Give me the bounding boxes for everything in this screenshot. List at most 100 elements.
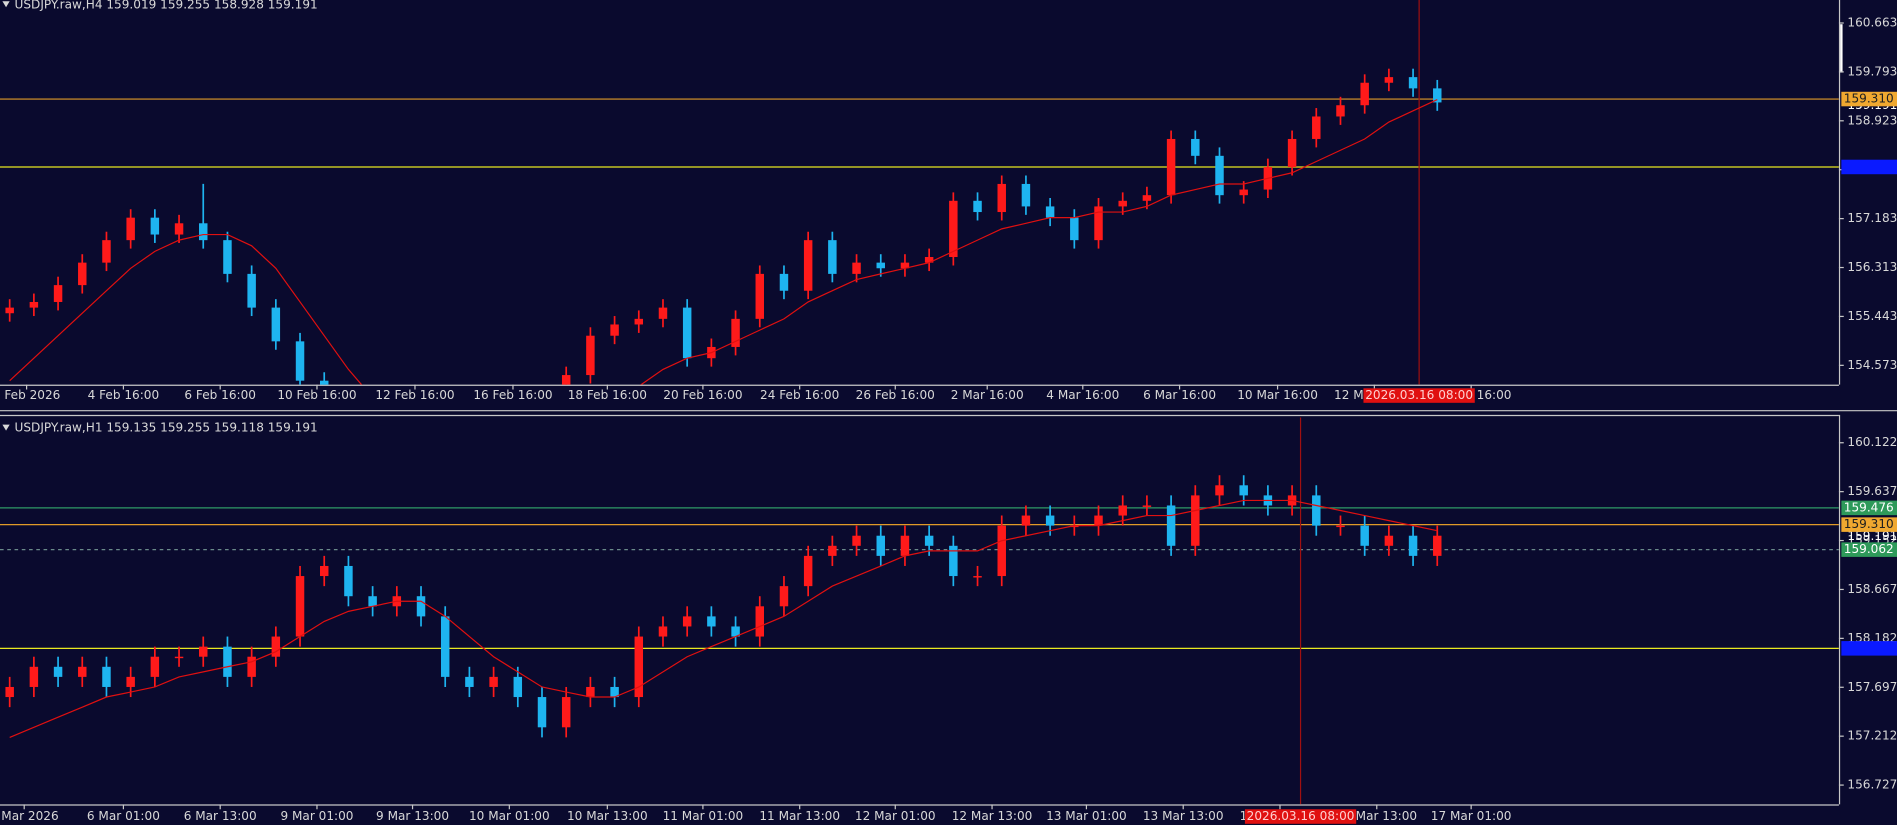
cursor-label-box [1244,809,1357,824]
candle-body [1118,505,1127,516]
x-tick-label: 6 Mar 16:00 [1143,388,1216,402]
candle-body [876,535,885,556]
candle-body [416,596,426,617]
moving-average [9,499,1438,738]
candle-body [610,686,619,698]
candle-body [586,686,595,698]
candle-body [1239,189,1248,196]
price-label: 159.191 [1847,529,1897,543]
candle-body [1239,485,1248,496]
x-tick-label: 2 Mar 16:00 [951,388,1024,402]
candle-body [755,606,765,637]
candle-body [368,596,377,607]
candle-body [29,666,39,687]
line-label-box [1841,517,1897,532]
candle-body [731,318,740,347]
candle-body [1045,206,1055,218]
line-label-box [1841,159,1897,175]
y-tick-label: 156.727 [1847,778,1897,792]
candle-body [53,666,63,677]
candle-body [1118,200,1127,207]
x-tick-label: 18 Feb 16:00 [568,388,647,402]
y-tick-label: 156.313 [1847,260,1897,274]
candle-body [828,545,837,556]
candle-body [271,307,281,342]
candle-body [102,240,111,263]
candle-body [150,217,160,235]
candle-body [1408,535,1418,556]
x-tick-label: 11 Mar 13:00 [759,809,840,823]
candle-body [949,200,958,258]
x-tick-label: 16 Mar 13:00 [1336,809,1417,823]
candle-body [852,535,861,546]
candle-body [513,676,523,698]
candle-body [1094,515,1103,526]
candle-body [319,565,329,577]
candle-body [973,576,982,578]
line-label-box [1841,641,1897,656]
x-tick-label: 12 Mar 13:00 [952,809,1033,823]
candle-body [344,565,353,597]
candle-body [53,285,63,302]
candle-body [876,262,885,269]
candle-body [223,240,232,274]
candle-body [150,656,160,677]
plot-top [0,0,1839,385]
x-tick-label: 6 Mar 01:00 [87,809,160,823]
candle-body [803,240,813,291]
candle-body [199,646,208,657]
candle-body [1360,82,1369,106]
candle-body [223,646,232,677]
y-tick-label: 160.663 [1847,15,1897,29]
collapse-arrow[interactable] [2,424,10,431]
candle-body [1360,525,1369,546]
candle-body [900,535,910,556]
cursor-label: 2026.03.16 08:00 [1365,388,1473,402]
candle-body [1070,217,1079,241]
x-tick-label: 17 Mar 01:00 [1431,809,1512,823]
candle-body [1336,105,1345,117]
line-label: 159.476 [1844,500,1894,514]
y-tick-label: 157.183 [1847,211,1897,225]
y-tick-label: 157.697 [1847,680,1897,694]
line-label: 159.310 [1844,517,1894,531]
candle-body [852,262,861,274]
x-tick-label: 6 Feb 16:00 [184,388,256,402]
candle-body [1142,195,1152,201]
line-label-box [1841,91,1897,107]
candle-body [1021,183,1031,207]
candle-body [1287,138,1297,168]
candle-body [997,525,1006,577]
candle-body [634,636,644,698]
x-tick-label: 9 Mar 13:00 [376,809,449,823]
x-tick-label: 20 Feb 16:00 [663,388,742,402]
candle-body [924,535,934,546]
candle-body [1166,505,1176,546]
candle-body [1070,525,1079,528]
candle-body [731,626,740,637]
candle-body [78,666,87,677]
candle-body [5,307,14,314]
x-tick-label: 10 Mar 01:00 [469,809,550,823]
collapse-arrow[interactable] [2,1,10,8]
candle-body [828,240,837,274]
candle-body [247,273,256,308]
y-tick-label: 160.122 [1847,435,1897,449]
x-tick-label: 12 Mar 01:00 [855,809,936,823]
candle-body [1045,515,1055,526]
candle-body [561,375,571,385]
x-tick-label: 13 Mar 01:00 [1046,809,1127,823]
x-tick-label: 11 Mar 01:00 [663,809,744,823]
candle-body [440,616,450,677]
candle-body [755,273,765,319]
candle-body [174,223,184,235]
x-tick-label: 4 Mar 16:00 [1046,388,1119,402]
candle-body [1433,88,1442,103]
x-tick-label: 4 Feb 16:00 [88,388,160,402]
x-tick-label: 10 Mar 13:00 [567,809,648,823]
candle-body [295,576,305,637]
candle-body [102,666,111,687]
